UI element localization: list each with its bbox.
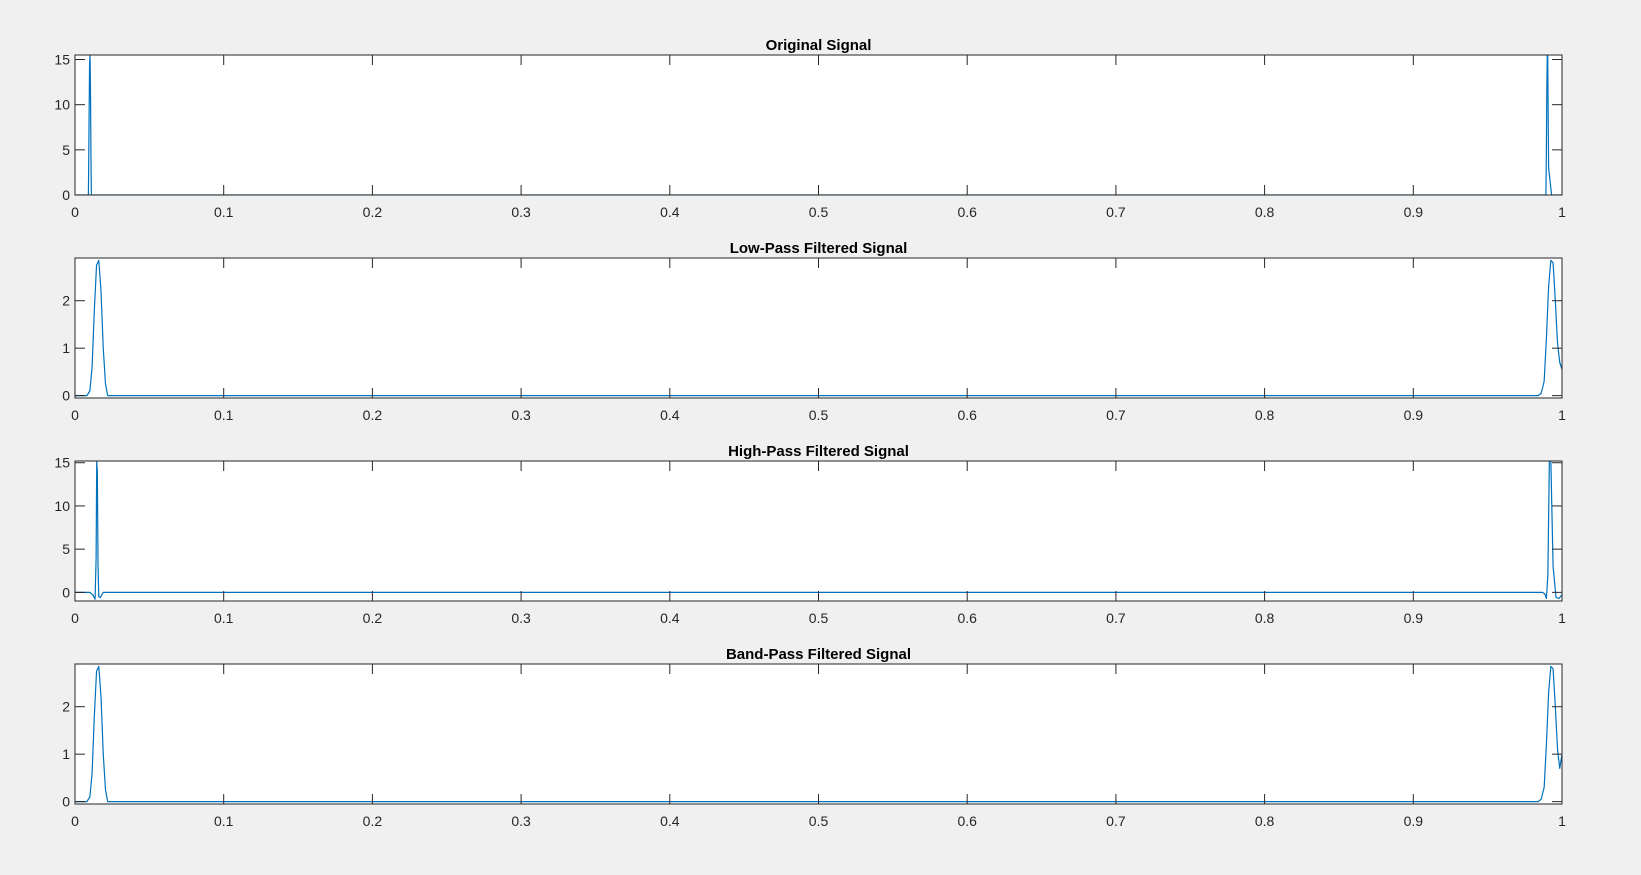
x-tick-label: 0.1: [214, 813, 234, 829]
subplot-3: 0 0.1 0.2 0.3 0.4 0.5 0.6 0.7 0.8 0.9 1051015High-…: [54, 443, 1566, 626]
x-tick-label: 0.2: [363, 407, 383, 423]
x-tick-label: 0.5: [809, 813, 829, 829]
subplot-1: 0 0.1 0.2 0.3 0.4 0.5 0.6 0.7 0.8 0.9 1051015Origi…: [54, 37, 1566, 220]
x-tick-label: 0.6: [957, 610, 977, 626]
x-tick-label: 0.1: [214, 204, 234, 220]
x-tick-label: 0.8: [1255, 407, 1275, 423]
chart-title: Band-Pass Filtered Signal: [726, 646, 911, 663]
x-tick-label: 0.4: [660, 813, 680, 829]
x-tick-label: 0.7: [1106, 610, 1126, 626]
x-tick-label: 0.5: [809, 407, 829, 423]
series-line-1: [75, 55, 1562, 195]
x-tick-label: 0.7: [1106, 813, 1126, 829]
x-tick-label: 0.7: [1106, 204, 1126, 220]
x-tick-label: 0.2: [363, 813, 383, 829]
x-tick-label: 0.8: [1255, 610, 1275, 626]
y-tick-label: 5: [62, 142, 70, 158]
x-tick-label: 0: [71, 204, 79, 220]
y-tick-label: 0: [62, 388, 70, 404]
x-tick-label: 0.2: [363, 204, 383, 220]
y-tick-label: 15: [54, 52, 70, 68]
x-tick-label: 0.5: [809, 610, 829, 626]
x-tick-label: 1: [1558, 407, 1566, 423]
plot-area: [75, 258, 1562, 398]
chart-title: Low-Pass Filtered Signal: [730, 240, 908, 257]
chart-title: High-Pass Filtered Signal: [728, 443, 909, 460]
x-tick-label: 0.5: [809, 204, 829, 220]
x-tick-label: 0.6: [957, 813, 977, 829]
x-tick-label: 0.1: [214, 407, 234, 423]
x-tick-label: 0.3: [511, 204, 531, 220]
y-tick-label: 2: [62, 699, 70, 715]
y-tick-label: 5: [62, 541, 70, 557]
x-tick-label: 1: [1558, 813, 1566, 829]
x-tick-label: 0.7: [1106, 407, 1126, 423]
x-tick-label: 0.3: [511, 407, 531, 423]
plot-area: [75, 55, 1562, 195]
x-tick-label: 0.9: [1404, 813, 1424, 829]
x-tick-label: 0.9: [1404, 407, 1424, 423]
x-tick-label: 0.9: [1404, 610, 1424, 626]
y-tick-label: 0: [62, 584, 70, 600]
x-tick-label: 0.3: [511, 610, 531, 626]
x-tick-label: 0.2: [363, 610, 383, 626]
series-line-1: [75, 461, 1562, 600]
y-tick-label: 10: [54, 97, 70, 113]
y-tick-label: 1: [62, 746, 70, 762]
x-tick-label: 0.1: [214, 610, 234, 626]
x-tick-label: 0.6: [957, 407, 977, 423]
x-tick-label: 0.4: [660, 610, 680, 626]
subplot-2: 0 0.1 0.2 0.3 0.4 0.5 0.6 0.7 0.8 0.9 1 0 1 2 Low-Pass…: [62, 240, 1566, 423]
y-tick-label: 2: [62, 293, 70, 309]
subplot-4: 0 0.1 0.2 0.3 0.4 0.5 0.6 0.7 0.8 0.9 1 0 1 2 Band-Pas…: [62, 646, 1566, 829]
y-tick-label: 0: [62, 794, 70, 810]
x-tick-label: 1: [1558, 204, 1566, 220]
chart-title: Original Signal: [766, 37, 872, 54]
y-tick-label: 0: [62, 187, 70, 203]
x-tick-label: 0.8: [1255, 204, 1275, 220]
y-tick-label: 1: [62, 340, 70, 356]
x-tick-label: 1: [1558, 610, 1566, 626]
x-tick-label: 0.8: [1255, 813, 1275, 829]
x-tick-label: 0.4: [660, 407, 680, 423]
x-tick-label: 0.3: [511, 813, 531, 829]
x-tick-label: 0.9: [1404, 204, 1424, 220]
x-tick-label: 0: [71, 610, 79, 626]
y-tick-label: 15: [54, 455, 70, 471]
plot-area: [75, 461, 1562, 601]
x-tick-label: 0: [71, 813, 79, 829]
y-tick-label: 10: [54, 498, 70, 514]
x-tick-label: 0.6: [957, 204, 977, 220]
x-tick-label: 0.4: [660, 204, 680, 220]
x-tick-label: 0: [71, 407, 79, 423]
plot-area: [75, 664, 1562, 804]
